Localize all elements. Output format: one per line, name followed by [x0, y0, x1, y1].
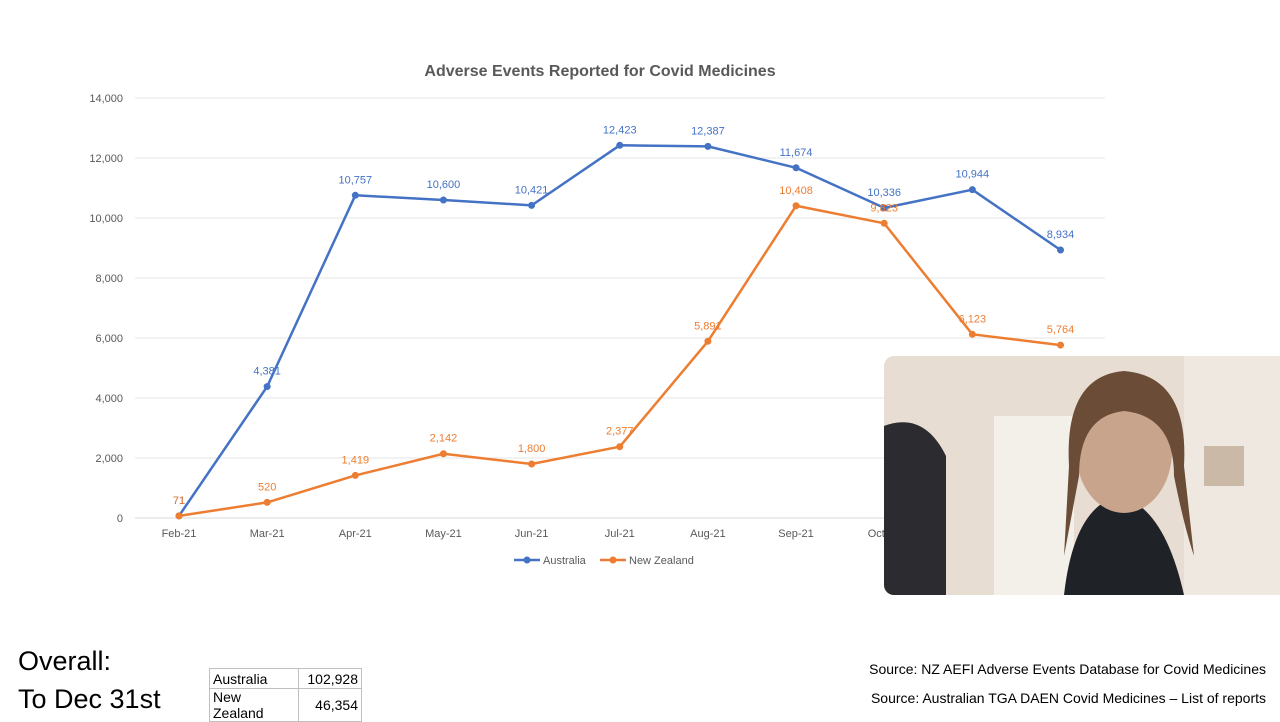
data-label: 4,381: [253, 366, 281, 378]
legend-label: New Zealand: [629, 555, 694, 567]
data-label: 12,387: [691, 125, 725, 137]
x-tick-label: Mar-21: [250, 528, 285, 540]
data-label: 11,674: [780, 147, 813, 159]
data-label: 10,408: [779, 185, 813, 197]
data-point: [704, 337, 712, 345]
data-label: 2,142: [430, 433, 458, 445]
data-label: 12,423: [603, 124, 637, 136]
data-point: [263, 498, 271, 506]
legend-label: Australia: [543, 555, 587, 567]
data-point: [175, 512, 183, 520]
data-label: 10,421: [515, 184, 549, 196]
y-tick-label: 10,000: [89, 213, 123, 225]
data-point: [1057, 246, 1064, 254]
data-point: [439, 450, 447, 458]
x-axis-ticks: Feb-21 Mar-21 Apr-21 May-21 Jun-21 Jul-21 Aug-…: [162, 528, 901, 540]
chart-title: Adverse Events Reported for Covid Medici…: [424, 63, 775, 80]
data-point: [704, 142, 712, 150]
overall-label: Overall:: [18, 646, 112, 676]
data-label: 6,123: [959, 313, 987, 325]
data-label: 10,600: [427, 179, 461, 191]
y-tick-label: 0: [117, 513, 123, 525]
y-tick-label: 14,000: [89, 93, 123, 105]
data-label: 1,419: [342, 454, 370, 466]
data-label: 10,944: [956, 169, 990, 181]
data-label: 71: [173, 495, 185, 507]
country-cell: New Zealand: [209, 688, 299, 722]
x-tick-label: Jun-21: [515, 528, 549, 540]
y-tick-label: 8,000: [95, 273, 123, 285]
table-row: New Zealand 46,354: [209, 688, 362, 722]
data-label: 8,934: [1047, 229, 1075, 241]
data-point: [880, 204, 888, 212]
data-label: 5,891: [694, 320, 722, 332]
total-cell: 46,354: [298, 688, 362, 722]
data-point: [528, 201, 536, 209]
series-layer: 71 4,381 10,757 10,600 10,421 12,423 12,387 11,…: [173, 124, 1075, 520]
data-label: 10,757: [338, 174, 372, 186]
table-row: Australia 102,928: [209, 668, 362, 689]
y-axis-ticks: 0 2,000 4,000 6,000 8,000 10,000 12,000 14,000: [89, 93, 123, 525]
data-point: [968, 186, 976, 194]
data-point: [439, 196, 447, 204]
y-tick-label: 2,000: [95, 453, 123, 465]
data-label: 520: [258, 481, 276, 493]
country-cell: Australia: [209, 668, 299, 689]
x-tick-label: Aug-21: [690, 528, 725, 540]
legend-marker: [609, 556, 617, 564]
x-tick-label: Feb-21: [162, 528, 197, 540]
legend-marker: [523, 556, 531, 564]
totals-table: Australia 102,928 New Zealand 46,354: [209, 668, 362, 722]
data-point: [263, 383, 271, 391]
data-point: [528, 460, 536, 468]
data-label: 1,800: [518, 443, 546, 455]
line-chart: Adverse Events Reported for Covid Medici…: [89, 63, 1105, 567]
data-label: 2,377: [606, 426, 634, 438]
x-tick-label: Jul-21: [605, 528, 635, 540]
data-label: 5,764: [1047, 324, 1075, 336]
data-point: [1057, 341, 1064, 349]
data-point: [351, 471, 359, 479]
data-label: 71: [173, 495, 185, 507]
series-new-zealand: 71 520 1,419 2,142 1,800 2,377 5,891 10,408 9,82…: [173, 185, 1074, 520]
data-label: 9,823: [870, 202, 898, 214]
legend: Australia New Zealand: [514, 555, 694, 567]
data-point: [880, 219, 888, 227]
period-label: To Dec 31st: [18, 684, 161, 714]
data-label: 10,336: [867, 187, 901, 199]
x-tick-label: Apr-21: [339, 528, 372, 540]
total-cell: 102,928: [298, 668, 362, 689]
data-point: [351, 191, 359, 199]
source-nz: Source: NZ AEFI Adverse Events Database …: [869, 661, 1266, 677]
overall-summary: Overall: To Dec 31st: [18, 642, 161, 718]
y-tick-label: 4,000: [95, 393, 123, 405]
y-tick-label: 6,000: [95, 333, 123, 345]
sources: Source: NZ AEFI Adverse Events Database …: [869, 655, 1266, 713]
data-point: [968, 330, 976, 338]
x-tick-label: Sep-21: [778, 528, 813, 540]
x-tick-label: May-21: [425, 528, 462, 540]
data-point: [616, 443, 624, 451]
data-point: [792, 164, 800, 172]
data-point: [792, 202, 800, 210]
webcam-video-frame: [884, 356, 1280, 595]
presenter-webcam: [884, 356, 1280, 595]
y-tick-label: 12,000: [89, 153, 123, 165]
data-point: [616, 141, 624, 149]
source-au: Source: Australian TGA DAEN Covid Medici…: [870, 690, 1266, 706]
